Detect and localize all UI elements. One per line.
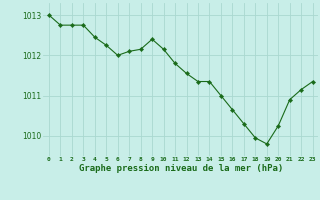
X-axis label: Graphe pression niveau de la mer (hPa): Graphe pression niveau de la mer (hPa)	[79, 164, 283, 173]
